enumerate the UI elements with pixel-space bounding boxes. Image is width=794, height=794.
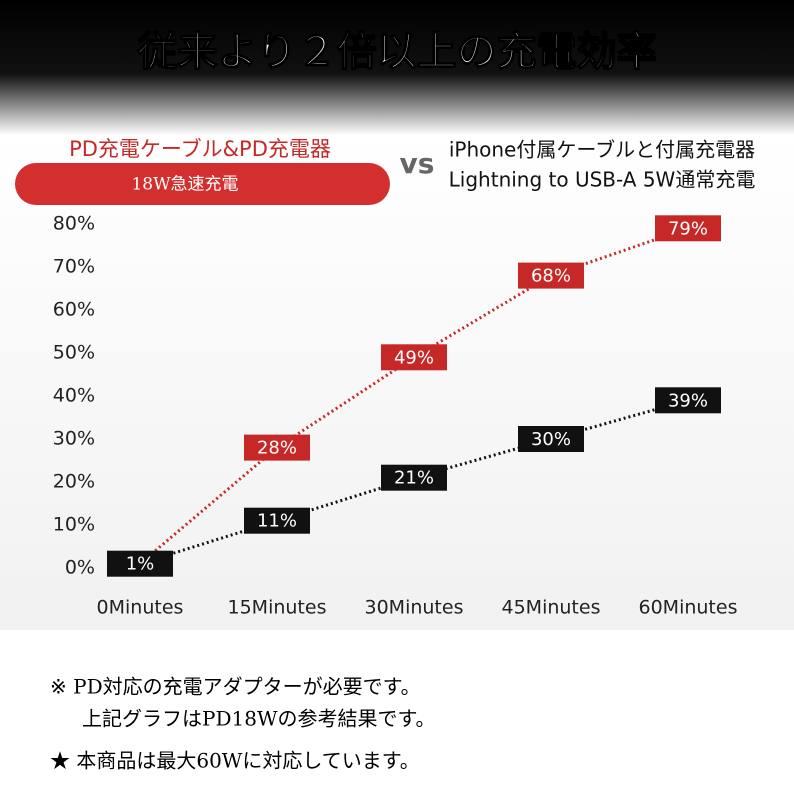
note: 上記グラフはPD18Wの参考結果です。 [82, 707, 436, 731]
x-tick-label: 0Minutes [97, 597, 184, 619]
legend-note: 18W急速充電 [131, 175, 238, 195]
data-label: 39% [668, 390, 708, 411]
chart-background [0, 130, 794, 630]
data-point-box [244, 507, 310, 534]
note: ★ 本商品は最大60Wに対応しています。 [50, 749, 420, 773]
data-point-box [518, 262, 584, 289]
data-label: 49% [394, 347, 434, 368]
series-line [139, 398, 689, 566]
data-label: 28% [257, 438, 297, 459]
series-line [139, 226, 689, 565]
x-tick-label: 60Minutes [639, 597, 738, 619]
y-tick-label: 60% [53, 299, 95, 321]
data-point-box [244, 434, 310, 461]
header-band [0, 0, 794, 135]
data-point-box [655, 215, 721, 242]
legend-label: PD充電ケーブル&PD充電器 [69, 137, 331, 161]
x-tick-label: 45Minutes [502, 597, 601, 619]
note: ※ PD対応の充電アダプターが必要です。 [50, 675, 421, 699]
x-tick-label: 30Minutes [365, 597, 464, 619]
data-label: 79% [668, 218, 708, 239]
y-tick-label: 40% [53, 385, 95, 407]
chart-title: 従来より２倍以上の充電効率 [136, 28, 656, 75]
data-label: 21% [394, 468, 434, 489]
y-tick-label: 50% [53, 342, 95, 364]
y-tick-label: 80% [53, 213, 95, 235]
data-point-box [381, 344, 447, 371]
y-tick-label: 70% [53, 256, 95, 278]
data-label: 1% [126, 554, 155, 575]
data-label: 11% [257, 511, 297, 532]
data-point-box [381, 464, 447, 491]
legend-note: Lightning to USB-A 5W通常充電 [449, 168, 756, 192]
data-point-box [107, 550, 173, 577]
y-tick-label: 0% [65, 557, 95, 579]
legend-swatch [15, 163, 390, 205]
legend-separator: vs [400, 147, 435, 180]
data-point-box [518, 426, 584, 452]
data-label: 68% [531, 266, 571, 287]
x-tick-label: 15Minutes [228, 597, 327, 619]
y-tick-label: 30% [53, 428, 95, 450]
y-tick-label: 20% [53, 471, 95, 493]
legend-label: iPhone付属ケーブルと付属充電器 [449, 138, 755, 162]
data-label: 30% [531, 429, 571, 450]
y-tick-label: 10% [53, 514, 95, 536]
data-point-box [655, 387, 721, 414]
